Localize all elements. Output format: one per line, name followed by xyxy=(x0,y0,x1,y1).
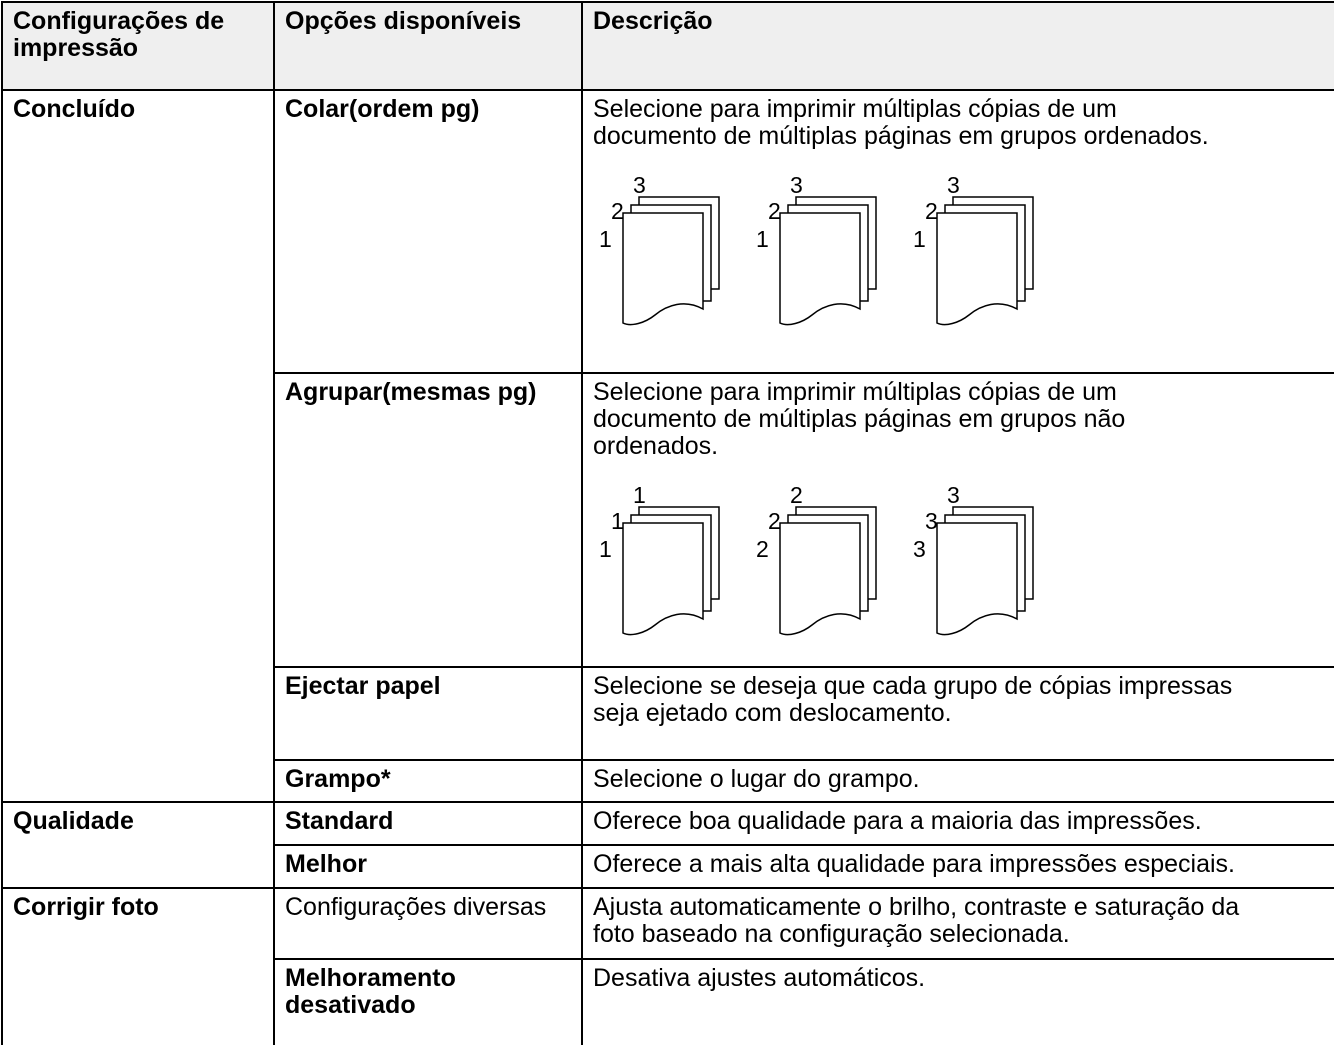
table-row: Grampo* Selecione o lugar do grampo. xyxy=(2,759,1334,803)
page-number: 1 xyxy=(599,226,612,252)
header-row: Configurações de impressão Opções disponí… xyxy=(1,1,1334,91)
page-number: 2 xyxy=(611,198,624,224)
description-line: seja ejetado com deslocamento. xyxy=(593,699,952,727)
page-number: 3 xyxy=(913,536,926,562)
description-cell: Selecione para imprimir múltiplas cópias… xyxy=(581,89,1334,374)
page-number: 2 xyxy=(925,198,938,224)
header-cell: Descrição xyxy=(581,1,1334,91)
description-cell: Selecione o lugar do grampo. xyxy=(581,759,1334,803)
page-number: 1 xyxy=(913,226,926,252)
description-cell: Oferece boa qualidade para a maioria das… xyxy=(581,801,1334,846)
description-cell: Selecione se deseja que cada grupo de có… xyxy=(581,666,1334,761)
page-number: 1 xyxy=(756,226,769,252)
description-line: Desativa ajustes automáticos. xyxy=(593,964,926,992)
page-number: 3 xyxy=(925,508,938,534)
option-cell: Configurações diversas xyxy=(273,887,583,960)
option-cell: Colar(ordem pg) xyxy=(273,89,583,374)
page-sheet xyxy=(622,522,704,636)
page-number: 3 xyxy=(947,172,960,198)
page-number: 1 xyxy=(633,482,646,508)
description-line: Selecione se deseja que cada grupo de có… xyxy=(593,672,1233,700)
page-sheet xyxy=(936,212,1018,326)
option-cell: Grampo* xyxy=(273,759,583,803)
table-row: Melhor Oferece a mais alta qualidade para… xyxy=(2,844,1334,889)
table-row: Ejectar papel Selecione se deseja que cad… xyxy=(2,666,1334,761)
setting-cell: Concluído xyxy=(1,89,275,803)
page-sheet xyxy=(936,522,1018,636)
page-number: 3 xyxy=(790,172,803,198)
page-number: 3 xyxy=(947,482,960,508)
header-cell: Opções disponíveis xyxy=(273,1,583,91)
table-row: Melhoramento desativado Desativa ajustes … xyxy=(2,958,1334,1045)
option-cell: Melhor xyxy=(273,844,583,889)
description-line: foto baseado na configuração selecionada… xyxy=(593,920,1070,948)
page-sheet xyxy=(779,522,861,636)
page-number: 1 xyxy=(611,508,624,534)
description-line: Selecione o lugar do grampo. xyxy=(593,765,920,793)
page-number: 3 xyxy=(633,172,646,198)
option-cell: Agrupar(mesmas pg) xyxy=(273,372,583,668)
page-number: 2 xyxy=(768,198,781,224)
table-row: Concluído Colar(ordem pg) Selecione para i… xyxy=(1,89,1334,803)
header-cell: Configurações de impressão xyxy=(1,1,275,91)
option-cell: Standard xyxy=(273,801,583,846)
page-sheet xyxy=(779,212,861,326)
table-row: Qualidade Standard Oferece boa qualidade p… xyxy=(1,801,1334,889)
option-cell: Ejectar papel xyxy=(273,666,583,761)
option-cell: Melhoramento desativado xyxy=(273,958,583,1045)
description-line: Oferece boa qualidade para a maioria das… xyxy=(593,807,1202,835)
setting-cell: Corrigir foto xyxy=(1,887,275,1045)
setting-cell: Qualidade xyxy=(1,801,275,889)
description-cell: Selecione para imprimir múltiplas cópias… xyxy=(581,372,1334,668)
table-row: Agrupar(mesmas pg) Selecione para imprimi… xyxy=(2,372,1334,668)
description-cell: Ajusta automaticamente o brilho, contras… xyxy=(581,887,1334,960)
description-line: documento de múltiplas páginas em grupos… xyxy=(593,122,1209,150)
description-line: Selecione para imprimir múltiplas cópias… xyxy=(593,378,1117,406)
description-line: Oferece a mais alta qualidade para impre… xyxy=(593,850,1236,878)
page-sheet xyxy=(622,212,704,326)
description-line: ordenados. xyxy=(593,432,719,460)
table-row: Corrigir foto Configurações diversas Ajust… xyxy=(1,887,1334,1045)
description-cell: Desativa ajustes automáticos. xyxy=(581,958,1334,1045)
page-number: 1 xyxy=(599,536,612,562)
description-line: Selecione para imprimir múltiplas cópias… xyxy=(593,95,1117,123)
description-line: Ajusta automaticamente o brilho, contras… xyxy=(593,893,1240,921)
page-number: 2 xyxy=(768,508,781,534)
description-line: documento de múltiplas páginas em grupos… xyxy=(593,405,1126,433)
page-number: 2 xyxy=(756,536,769,562)
description-cell: Oferece a mais alta qualidade para impre… xyxy=(581,844,1334,889)
page-number: 2 xyxy=(790,482,803,508)
